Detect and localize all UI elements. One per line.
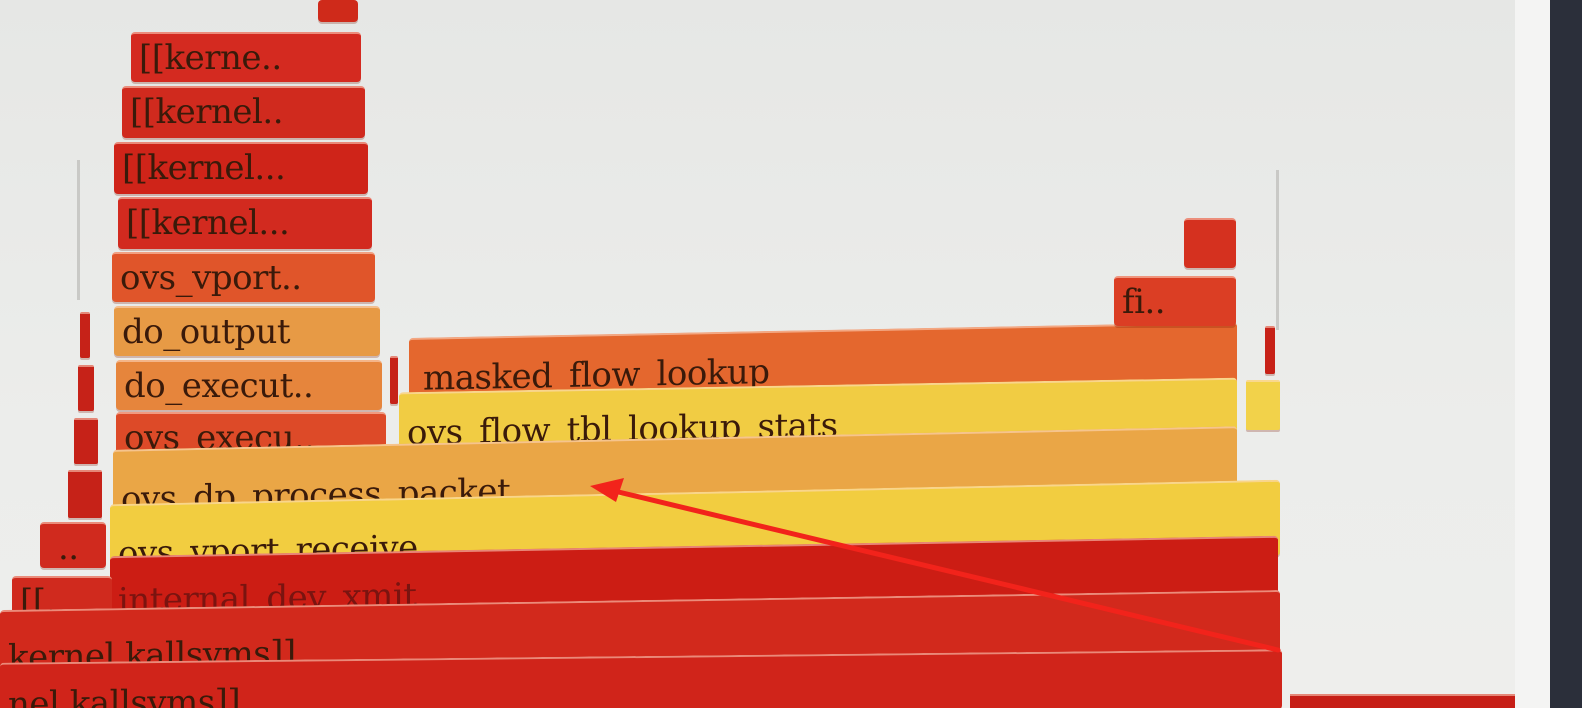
frame-kernel-3[interactable]: [[kernel... [114, 142, 368, 194]
right-edge-panel [1550, 0, 1582, 708]
frame-do-execut[interactable]: do_execut.. [116, 360, 382, 410]
frame-do-output[interactable]: do_output [114, 306, 380, 356]
frame-small-left[interactable]: .. [40, 522, 106, 568]
frame-bottom-right[interactable] [1290, 694, 1515, 708]
frame-left-slim-2[interactable] [78, 365, 94, 411]
frame-left-slim-4[interactable] [68, 470, 102, 518]
flame-graph: [[kerne.. [[kernel.. [[kernel... [[kerne… [0, 0, 1515, 708]
frame-fi[interactable]: fi.. [1114, 276, 1236, 326]
frame-left-slim-1[interactable] [80, 312, 90, 358]
frame-right-slim[interactable] [1265, 326, 1275, 374]
frame-top-tick[interactable] [318, 0, 358, 22]
frame-fi-top[interactable] [1184, 218, 1236, 268]
frame-ovs-vport[interactable]: ovs_vport.. [112, 252, 375, 302]
page-margin [1515, 0, 1550, 708]
frame-kernel-2[interactable]: [[kernel.. [122, 86, 365, 138]
frame-kernel-1[interactable]: [[kerne.. [131, 32, 361, 82]
hairline-left [77, 160, 80, 300]
frame-slim-mid[interactable] [390, 356, 398, 404]
frame-right-yellow[interactable] [1246, 380, 1280, 430]
frame-kernel-4[interactable]: [[kernel... [118, 197, 372, 249]
frame-left-slim-3[interactable] [74, 418, 98, 464]
hairline-right [1276, 170, 1279, 330]
